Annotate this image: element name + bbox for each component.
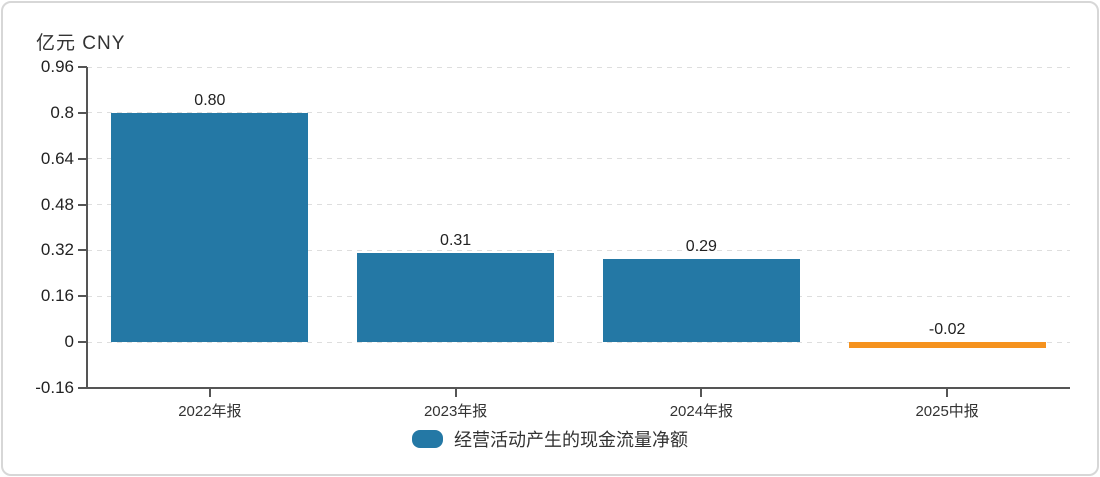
y-axis-tick xyxy=(78,249,87,252)
legend-swatch xyxy=(412,430,443,448)
y-axis-tick xyxy=(78,157,87,160)
legend[interactable]: 经营活动产生的现金流量净额 xyxy=(0,426,1100,452)
gridline xyxy=(87,204,1070,206)
bar-2025中报[interactable] xyxy=(848,342,1046,348)
x-axis-tick xyxy=(208,389,211,397)
x-axis-tick-label: 2024年报 xyxy=(669,403,734,420)
gridline xyxy=(87,112,1070,114)
gridline xyxy=(87,158,1070,160)
gridline xyxy=(87,66,1070,68)
y-axis-tick-label: 0.48 xyxy=(40,194,74,214)
bar-2024年报[interactable] xyxy=(602,259,800,343)
y-axis-tick xyxy=(78,387,87,389)
y-axis-tick-label: 0 xyxy=(64,332,74,352)
y-axis-tick-label: 0.96 xyxy=(40,57,74,76)
y-axis-line xyxy=(86,67,88,388)
y-axis-tick-label: 0.16 xyxy=(40,286,74,306)
x-axis-tick xyxy=(946,389,949,397)
y-axis-tick-label: 0.64 xyxy=(40,148,74,168)
bar-2023年报[interactable] xyxy=(357,253,555,343)
y-axis-tick xyxy=(78,203,87,206)
x-axis-tick xyxy=(700,389,703,397)
x-axis-tick-label: 2025中报 xyxy=(915,403,979,420)
y-axis-tick-label: 0.32 xyxy=(40,240,74,260)
bar-2022年报[interactable] xyxy=(111,112,309,343)
y-axis-unit-label: 亿元 CNY xyxy=(36,33,126,54)
y-axis-tick-label: -0.16 xyxy=(35,378,74,397)
legend-series-label: 经营活动产生的现金流量净额 xyxy=(454,430,688,450)
y-axis-tick xyxy=(78,66,87,68)
x-axis-tick xyxy=(454,389,457,397)
y-axis-tick xyxy=(78,295,87,298)
gridline xyxy=(87,295,1070,297)
x-axis-tick-label: 2023年报 xyxy=(423,403,488,420)
y-axis-tick xyxy=(78,341,87,344)
y-axis-tick-label: 0.8 xyxy=(50,102,74,122)
x-axis-tick-label: 2022年报 xyxy=(178,403,242,420)
gridline xyxy=(87,341,1070,343)
bar-value-label: 0.29 xyxy=(685,238,717,256)
gridline xyxy=(87,249,1070,251)
y-axis-tick xyxy=(78,111,87,114)
bar-value-label: -0.02 xyxy=(928,321,966,339)
bar-value-label: 0.80 xyxy=(194,91,226,109)
x-axis-line xyxy=(86,387,1070,389)
bar-value-label: 0.31 xyxy=(440,232,472,250)
